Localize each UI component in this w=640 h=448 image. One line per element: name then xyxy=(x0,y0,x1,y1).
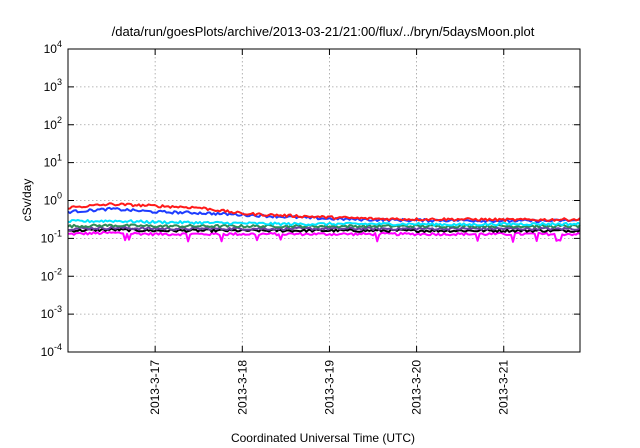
x-tick-label: 2013-3-19 xyxy=(322,360,336,415)
series-line xyxy=(68,225,581,231)
series-line xyxy=(67,223,581,229)
series-line xyxy=(67,227,581,233)
y-tick-label: 101 xyxy=(44,153,62,170)
x-axis-label: Coordinated Universal Time (UTC) xyxy=(231,431,415,445)
y-tick-label: 100 xyxy=(44,191,62,208)
y-tick-label: 103 xyxy=(44,77,62,94)
series-line xyxy=(67,202,581,222)
x-axis: 2013-3-17 2013-3-18 2013-3-19 2013-3-20 2013… xyxy=(148,49,511,415)
y-tick-label: 10-4 xyxy=(41,342,62,359)
x-tick-label: 2013-3-21 xyxy=(497,360,511,415)
series-line xyxy=(67,219,581,227)
x-tick-label: 2013-3-17 xyxy=(148,360,162,415)
y-tick-label: 10-1 xyxy=(41,228,62,245)
y-tick-label: 10-3 xyxy=(41,304,62,321)
y-axis: 104 103 102 101 100 10-1 10-2 10-3 10-4 xyxy=(41,39,580,359)
y-axis-label: cSv/day xyxy=(20,179,34,222)
y-tick-label: 10-2 xyxy=(41,266,62,283)
series-line xyxy=(67,230,581,243)
chart-title: /data/run/goesPlots/archive/2013-03-21/2… xyxy=(112,24,535,39)
series-line xyxy=(67,206,581,224)
x-tick-label: 2013-3-18 xyxy=(235,360,249,415)
y-tick-label: 102 xyxy=(44,115,62,132)
x-tick-label: 2013-3-20 xyxy=(410,360,424,415)
series-layer xyxy=(67,202,581,243)
y-tick-label: 104 xyxy=(44,39,62,56)
grid-lines xyxy=(68,48,580,353)
